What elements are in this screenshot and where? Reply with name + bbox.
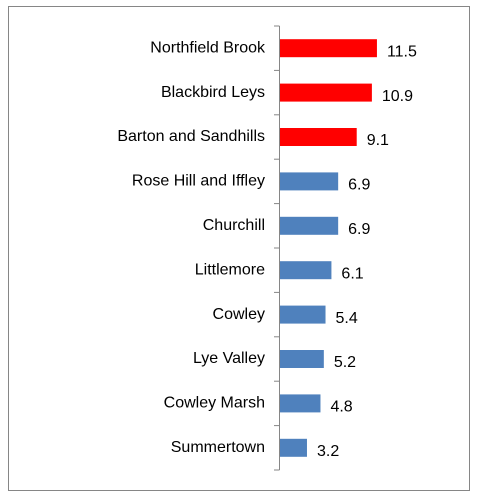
bar — [280, 438, 307, 457]
value-label: 6.9 — [348, 177, 370, 194]
category-label: Rose Hill and Iffley — [132, 173, 265, 190]
bar — [280, 261, 332, 280]
value-label: 6.9 — [348, 221, 370, 238]
value-label: 5.4 — [336, 310, 358, 327]
value-label: 9.1 — [367, 132, 389, 149]
value-label: 5.2 — [334, 354, 356, 371]
category-label: Barton and Sandhills — [117, 128, 265, 145]
category-label: Littlemore — [195, 261, 265, 278]
bar — [280, 350, 324, 368]
bar — [280, 172, 339, 191]
value-label: 3.2 — [317, 443, 339, 460]
value-label: 10.9 — [382, 88, 413, 105]
category-label: Lye Valley — [193, 350, 265, 367]
category-label: Blackbird Leys — [161, 84, 265, 101]
bar — [280, 394, 321, 413]
category-label: Cowley Marsh — [164, 395, 265, 412]
value-label: 11.5 — [387, 43, 417, 60]
bar — [280, 83, 372, 102]
category-label: Northfield Brook — [150, 39, 266, 56]
bar — [280, 128, 357, 146]
bar — [280, 216, 339, 235]
value-label: 4.8 — [330, 399, 352, 416]
chart-border — [8, 6, 470, 491]
category-label: Summertown — [171, 439, 265, 456]
category-label: Churchill — [203, 217, 265, 234]
value-label: 6.1 — [341, 265, 363, 282]
category-label: Cowley — [213, 306, 265, 323]
bar — [280, 305, 326, 324]
bar — [280, 39, 377, 58]
